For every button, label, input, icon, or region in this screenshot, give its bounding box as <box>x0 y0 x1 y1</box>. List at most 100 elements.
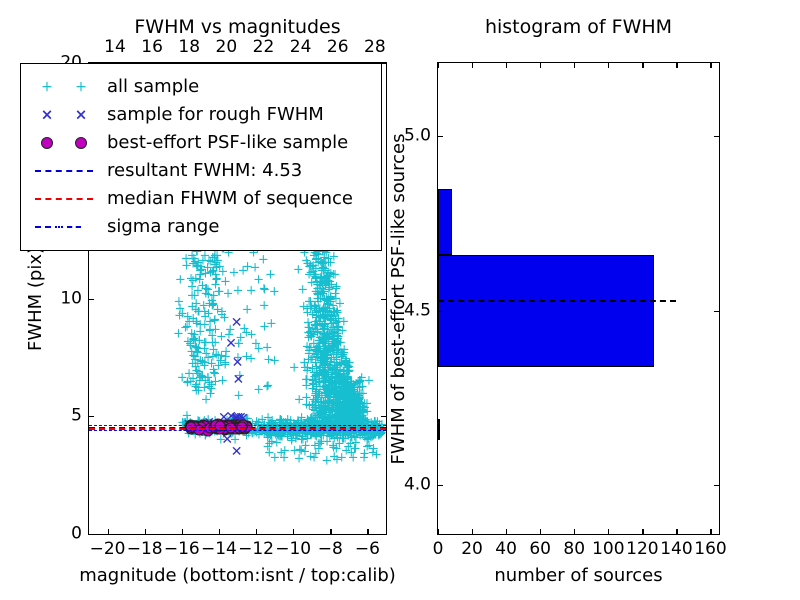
scatter-point-all: + <box>340 403 352 419</box>
scatter-point-all: + <box>190 359 202 375</box>
scatter-point-all: + <box>207 250 219 266</box>
tick-label-y-left: 0 <box>71 523 82 544</box>
scatter-point-all: + <box>300 438 312 454</box>
scatter-point-all: + <box>338 399 350 415</box>
scatter-point-all: + <box>306 410 318 426</box>
scatter-point-all: + <box>197 253 209 269</box>
scatter-point-all: + <box>301 301 313 317</box>
scatter-point-all: + <box>357 399 369 415</box>
scatter-point-all: + <box>235 330 247 346</box>
scatter-point-all: + <box>310 314 321 330</box>
scatter-point-all: + <box>329 329 341 345</box>
scatter-point-all: + <box>309 403 321 419</box>
scatter-point-all: + <box>208 365 220 381</box>
scatter-point-all: + <box>318 395 329 411</box>
scatter-point-all: + <box>314 363 326 379</box>
scatter-point-all: + <box>346 407 358 423</box>
scatter-point-all: + <box>337 406 349 422</box>
scatter-point-all: + <box>200 392 212 407</box>
scatter-point-all: + <box>199 373 211 389</box>
scatter-point-all: + <box>320 304 331 320</box>
scatter-point-all: + <box>262 430 274 446</box>
scatter-point-all: + <box>335 411 346 427</box>
scatter-point-all: + <box>330 404 342 420</box>
scatter-point-all: + <box>339 398 351 414</box>
scatter-point-all: + <box>332 403 343 419</box>
scatter-point-all: + <box>329 267 341 283</box>
scatter-point-all: + <box>322 330 334 346</box>
tick-label-x-bottom: −6 <box>354 539 380 559</box>
scatter-point-all: + <box>350 403 362 419</box>
scatter-point-all: + <box>352 380 364 396</box>
scatter-point-all: + <box>310 379 322 395</box>
scatter-point-all: + <box>322 388 333 404</box>
scatter-point-all: + <box>317 402 329 418</box>
scatter-point-all: + <box>312 291 323 307</box>
scatter-point-all: + <box>241 428 252 444</box>
scatter-point-all: + <box>198 298 210 314</box>
scatter-point-all: + <box>343 393 355 409</box>
scatter-point-all: + <box>300 378 312 394</box>
scatter-point-all: + <box>340 389 352 405</box>
scatter-point-all: + <box>300 390 312 406</box>
scatter-point-all: + <box>310 251 322 267</box>
scatter-point-all: + <box>337 347 349 363</box>
scatter-point-all: + <box>333 311 344 327</box>
scatter-point-all: + <box>262 410 274 426</box>
scatter-point-all: + <box>339 401 351 417</box>
scatter-point-all: + <box>188 251 200 267</box>
scatter-point-all: + <box>314 330 326 346</box>
legend-marker-dashed-line-icon <box>29 160 107 182</box>
legend-item: resultant FWHM: 4.53 <box>29 157 371 185</box>
scatter-point-all: + <box>307 372 318 388</box>
scatter-point-all: + <box>325 313 337 329</box>
scatter-point-all: + <box>326 277 338 293</box>
scatter-point-all: + <box>342 397 354 413</box>
scatter-point-all: + <box>330 281 342 297</box>
scatter-point-all: + <box>344 411 356 427</box>
scatter-point-all: + <box>324 305 336 321</box>
scatter-point-all: + <box>232 283 244 299</box>
scatter-point-all: + <box>336 402 348 418</box>
scatter-point-all: + <box>335 414 347 430</box>
scatter-point-all: + <box>301 305 313 321</box>
tick-label-x-bottom: 160 <box>694 539 727 559</box>
scatter-point-all: + <box>269 353 281 369</box>
scatter-point-all: + <box>343 396 355 412</box>
scatter-point-all: + <box>332 345 344 361</box>
scatter-point-all: + <box>326 373 338 389</box>
scatter-point-all: + <box>338 370 350 386</box>
scatter-point-all: + <box>326 361 338 377</box>
scatter-point-all: + <box>345 400 357 416</box>
scatter-point-all: + <box>335 401 347 417</box>
scatter-point-all: + <box>326 338 338 354</box>
scatter-point-all: + <box>353 394 365 410</box>
scatter-point-all: + <box>176 306 188 322</box>
scatter-point-all: + <box>338 388 350 404</box>
scatter-point-all: + <box>190 314 202 330</box>
tick-label-x-bottom: 60 <box>529 539 551 559</box>
scatter-point-all: + <box>185 271 197 287</box>
scatter-point-all: + <box>320 405 332 421</box>
scatter-point-rough: ✕ <box>235 410 247 427</box>
tick-x-bottom <box>676 529 678 534</box>
scatter-point-all: + <box>322 294 334 310</box>
scatter-point-all: + <box>233 336 245 352</box>
scatter-point-all: + <box>324 274 336 290</box>
scatter-point-all: + <box>352 392 364 408</box>
scatter-point-all: + <box>333 320 345 336</box>
scatter-point-all: + <box>328 385 340 401</box>
scatter-point-all: + <box>193 333 205 349</box>
scatter-point-all: + <box>319 385 331 401</box>
scatter-point-all: + <box>312 390 324 406</box>
scatter-point-all: + <box>325 354 336 370</box>
scatter-point-all: + <box>339 386 351 402</box>
scatter-point-all: + <box>332 342 344 358</box>
scatter-point-all: + <box>330 291 342 307</box>
scatter-point-all: + <box>313 333 325 349</box>
scatter-point-all: + <box>344 398 356 414</box>
scatter-point-all: + <box>352 406 364 422</box>
scatter-point-all: + <box>345 391 357 407</box>
scatter-point-all: + <box>324 384 336 400</box>
scatter-point-all: + <box>217 264 229 280</box>
